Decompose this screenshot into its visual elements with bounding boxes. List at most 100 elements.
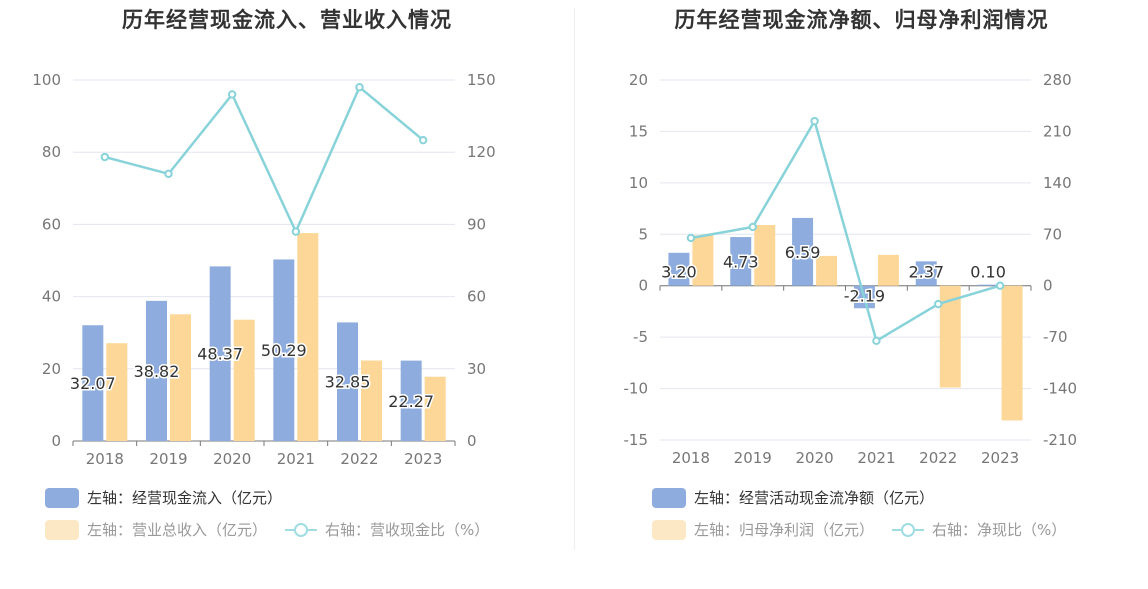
bar-primary — [273, 259, 295, 441]
legend-line-label: 右轴：营收现金比（%） — [325, 521, 490, 539]
line-point — [227, 90, 237, 99]
bar-primary — [915, 261, 937, 286]
legend-line-marker-icon — [892, 520, 925, 540]
legend-primary-label: 左轴：经营现金流入（亿元） — [87, 489, 283, 507]
y-right-tick-label: 0 — [467, 432, 477, 450]
bar-secondary — [816, 255, 838, 286]
left-legend-line[interactable]: 右轴：营收现金比（%） — [285, 519, 489, 540]
x-tick-label: 2020 — [795, 449, 833, 467]
x-tick-label: 2022 — [340, 450, 378, 468]
line-point — [810, 116, 819, 126]
bar-secondary — [106, 343, 128, 441]
bar-data-label: 32.85 — [325, 373, 371, 392]
bar-primary — [146, 300, 167, 441]
y-right-tick-label: 120 — [467, 143, 496, 161]
right-legend-primary[interactable]: 左轴：经营活动现金流净额（亿元） — [652, 487, 934, 508]
line-point — [355, 83, 364, 92]
x-tick-label: 2018 — [672, 449, 710, 467]
x-tick-label: 2020 — [213, 450, 251, 468]
bar-primary — [977, 284, 999, 286]
line-point — [934, 299, 943, 309]
right-legend-line[interactable]: 右轴：净现比（%） — [892, 519, 1066, 540]
bar-data-label: 0.10 — [970, 263, 1006, 282]
left-legend-secondary[interactable]: 左轴：营业总收入（亿元） — [45, 519, 267, 540]
left-legend-row-2: 左轴：营业总收入（亿元） 右轴：营收现金比（%） — [45, 519, 489, 540]
legend-bar-swatch — [652, 519, 686, 540]
y-right-tick-label: 210 — [1043, 122, 1072, 140]
bar-data-label: -2.19 — [844, 287, 885, 306]
line-series — [104, 85, 424, 235]
x-tick-label: 2022 — [919, 449, 957, 467]
line-point — [686, 233, 696, 243]
y-left-tick-label: -10 — [624, 380, 649, 398]
y-left-tick-label: 0 — [638, 277, 648, 295]
bar-primary — [337, 322, 358, 441]
line-point — [995, 281, 1005, 290]
y-left-tick-label: 0 — [51, 432, 61, 450]
line-point — [164, 169, 173, 179]
y-left-tick-label: 60 — [42, 215, 61, 233]
bar-primary — [792, 217, 814, 286]
legend-bar-swatch — [45, 487, 79, 508]
bar-data-label: 3.20 — [661, 263, 697, 282]
line-point — [100, 152, 110, 162]
right-chart-panel: 历年经营现金流净额、归母净利润情况 -15 -10 -5 0 5 10 15 20 -210 -1… — [575, 0, 1148, 589]
bar-secondary — [233, 319, 255, 441]
bar-secondary — [361, 360, 382, 441]
right-chart-title: 历年经营现金流净额、归母净利润情况 — [674, 8, 1049, 32]
bar-secondary — [170, 314, 191, 441]
y-right-tick-label: -140 — [1043, 380, 1077, 398]
bar-secondary — [939, 285, 961, 388]
bar-data-label: 2.37 — [908, 263, 944, 282]
y-left-tick-label: 40 — [42, 288, 61, 306]
bar-data-label: 38.82 — [134, 362, 180, 381]
bar-primary — [668, 252, 690, 286]
x-tick-label: 2023 — [981, 449, 1019, 467]
legend-bar-swatch — [652, 487, 686, 508]
bar-primary — [400, 360, 422, 441]
legend-line-label: 右轴：净现比（%） — [932, 521, 1067, 539]
y-right-tick-label: 150 — [467, 71, 496, 89]
bar-data-label: 4.73 — [723, 252, 759, 271]
panel-divider — [574, 8, 575, 550]
left-chart-panel: 历年经营现金流入、营业收入情况 0 20 40 60 80 100 0 30 60 90 120 15… — [32, 8, 496, 540]
bar-data-label: 6.59 — [785, 243, 821, 262]
line-series — [690, 117, 1001, 343]
bar-secondary — [692, 235, 714, 286]
bar-secondary — [424, 376, 446, 441]
left-chart-plot: 0 20 40 60 80 100 0 30 60 90 120 150 2018 2019 2020 202… — [32, 71, 496, 468]
y-left-tick-label: 10 — [629, 174, 648, 192]
bar-secondary — [1001, 285, 1023, 421]
y-right-tick-label: 0 — [1043, 277, 1053, 295]
bar-secondary — [297, 233, 319, 441]
x-tick-label: 2021 — [277, 450, 315, 468]
y-right-tick-label: 140 — [1043, 174, 1072, 192]
y-right-tick-label: -210 — [1043, 431, 1077, 449]
x-tick-label: 2019 — [734, 449, 772, 467]
y-right-tick-label: 90 — [467, 215, 486, 233]
line-point — [872, 336, 881, 346]
bar-data-label: 48.37 — [197, 345, 243, 364]
right-legend-secondary[interactable]: 左轴：归母净利润（亿元） — [652, 519, 874, 540]
y-right-tick-label: 280 — [1043, 71, 1072, 89]
x-tick-label: 2023 — [404, 450, 442, 468]
line-point — [291, 227, 301, 236]
bar-data-label: 22.27 — [388, 392, 434, 411]
x-tick-label: 2019 — [149, 450, 187, 468]
x-tick-label: 2018 — [86, 450, 124, 468]
y-left-tick-label: 15 — [629, 122, 648, 140]
legend-bar-swatch — [45, 519, 79, 540]
bar-primary — [82, 325, 104, 441]
legend-line-marker-icon — [285, 520, 318, 540]
y-right-tick-label: 30 — [467, 360, 486, 378]
y-left-tick-label: 100 — [32, 71, 61, 89]
legend-primary-label: 左轴：经营活动现金流净额（亿元） — [694, 489, 935, 507]
y-left-tick-label: -15 — [624, 431, 649, 449]
y-right-tick-label: -70 — [1043, 328, 1068, 346]
x-tick-label: 2021 — [857, 449, 895, 467]
y-left-tick-label: 20 — [629, 71, 648, 89]
bar-data-label: 50.29 — [261, 341, 307, 360]
legend-secondary-label: 左轴：归母净利润（亿元） — [694, 521, 875, 539]
left-legend-primary[interactable]: 左轴：经营现金流入（亿元） — [45, 487, 282, 508]
bar-primary — [209, 266, 231, 441]
